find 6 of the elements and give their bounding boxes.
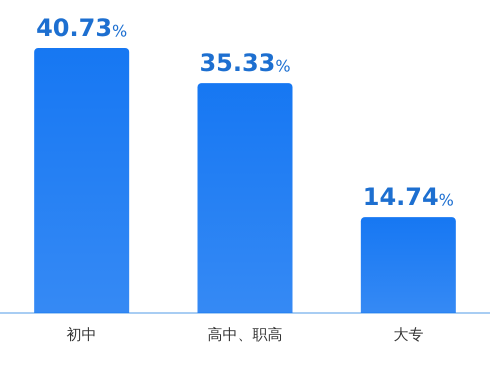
x-tick-label: 初中: [66, 326, 97, 344]
data-label: 40.73%: [36, 14, 128, 42]
x-tick-label: 高中、职高: [208, 326, 282, 344]
x-tick-label: 大专: [393, 326, 424, 344]
data-label: 14.74%: [362, 183, 454, 212]
data-label: 35.33%: [199, 49, 291, 78]
